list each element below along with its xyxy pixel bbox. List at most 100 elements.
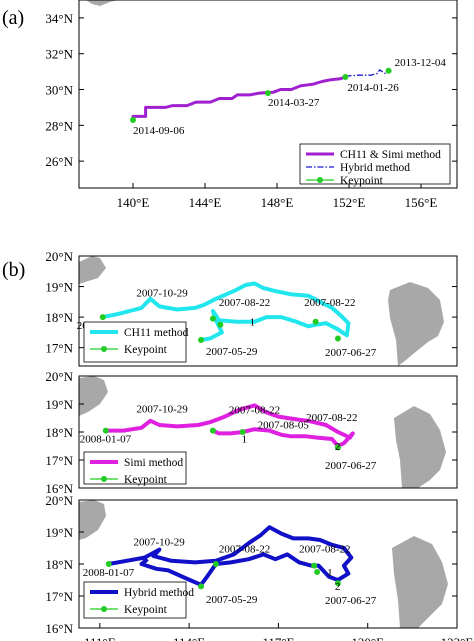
- keypoint-marker: [385, 67, 392, 74]
- annotation: 1: [250, 317, 256, 329]
- annotation: 2007-08-22: [304, 297, 355, 309]
- annotation: 2007-08-22: [219, 544, 270, 556]
- series-line-hybrid-method: [108, 525, 354, 587]
- annotation: 1: [327, 567, 333, 579]
- legend-label: Hybrid method: [340, 162, 410, 174]
- land-6: [392, 536, 448, 628]
- legend-keypoint-marker: [317, 177, 323, 183]
- legend-label: Keypoint: [124, 474, 168, 486]
- xtick-label: 148°E: [261, 195, 294, 210]
- keypoint-marker: [99, 314, 106, 321]
- ytick-label: 17°N: [45, 589, 73, 604]
- legend-keypoint-marker: [101, 476, 107, 482]
- ytick-label: 20°N: [45, 369, 73, 384]
- xtick-label: 156°E: [405, 195, 438, 210]
- ytick-label: 30°N: [45, 83, 73, 98]
- ytick-label: 17°N: [45, 341, 73, 356]
- annotation: 2014-01-26: [347, 82, 399, 94]
- keypoint-marker: [105, 561, 112, 567]
- legend-label: Keypoint: [124, 344, 168, 356]
- annotation: 2007-05-29: [206, 346, 258, 358]
- xtick-label: 114°E: [173, 635, 205, 641]
- legend-box: [299, 143, 451, 185]
- legend-label: CH11 & Simi method: [340, 149, 441, 161]
- xtick-label: 140°E: [117, 195, 150, 210]
- annotation: 2007-08-22: [219, 297, 270, 309]
- annotation: 2007-08-22: [306, 412, 357, 424]
- keypoint-marker: [311, 562, 318, 569]
- keypoint-marker: [312, 318, 319, 325]
- ytick-label: 20°N: [45, 493, 73, 508]
- keypoint-marker: [334, 580, 341, 587]
- ytick-label: 16°N: [45, 481, 73, 496]
- legend: Simi method Keypoint: [83, 451, 187, 486]
- ytick-label: 19°N: [45, 397, 73, 412]
- panel-(b)-2: 16°N 17°N 18°N 19°N 20°N 2007-10-29 2008-01-07…: [45, 369, 458, 496]
- annotation: 2: [335, 581, 341, 593]
- legend-keypoint-marker: [101, 346, 107, 352]
- land-0: [79, 0, 118, 6]
- ytick-label: 18°N: [45, 310, 73, 325]
- axes-frame: [78, 375, 458, 489]
- keypoint-marker: [217, 321, 224, 328]
- keypoint-marker: [342, 73, 349, 80]
- land-masses: [79, 0, 448, 628]
- ytick-label: 34°N: [45, 11, 73, 26]
- panel-(a): 26°N 28°N 30°N 32°N 34°N 140°E 144°E 148°E 152°E…: [45, 0, 458, 210]
- xtick-label: 144°E: [189, 195, 222, 210]
- ytick-label: 17°N: [45, 453, 73, 468]
- land-2: [388, 282, 444, 366]
- annotation: 2014-03-27: [268, 97, 320, 109]
- annotation: 2: [335, 441, 341, 453]
- series-line-simi-method: [105, 403, 355, 448]
- annotation: 2007-10-29: [136, 287, 188, 299]
- series-line-hybrid-method: [345, 69, 390, 77]
- keypoint-marker: [198, 583, 205, 590]
- annotation: 2007-10-29: [133, 537, 185, 549]
- land-3: [79, 376, 108, 416]
- keypoint-marker: [265, 90, 271, 97]
- keypoint-marker: [239, 429, 246, 435]
- ytick-label: 18°N: [45, 425, 73, 440]
- legend-box: [83, 581, 187, 619]
- annotation: 2007-08-22: [229, 405, 280, 417]
- annotation: 2013-12-04: [395, 57, 447, 69]
- ytick-label: 26°N: [45, 154, 73, 169]
- axes-frame: [78, 499, 458, 629]
- legend: CH11 method Keypoint: [83, 321, 189, 363]
- annotation: 2007-10-29: [136, 404, 188, 416]
- legend-label: Simi method: [124, 457, 183, 469]
- legend: Hybrid method Keypoint: [83, 581, 194, 619]
- ytick-label: 20°N: [45, 249, 73, 264]
- keypoint-marker: [314, 569, 321, 575]
- ytick-label: 16°N: [45, 621, 73, 636]
- panel-(b)-3: 16°N 17°N 18°N 19°N 20°N 111°E 114°E 117°E 120°E…: [45, 493, 473, 641]
- land-1: [79, 256, 106, 284]
- legend-label: CH11 method: [124, 327, 189, 339]
- panel-a-label: (a): [2, 7, 24, 29]
- ytick-label: 19°N: [45, 280, 73, 295]
- legend-keypoint-marker: [101, 606, 107, 612]
- annotation: 2007-08-22: [299, 544, 350, 556]
- keypoint-marker: [198, 337, 205, 344]
- series-line-ch11-method: [102, 281, 351, 342]
- xtick-label: 111°E: [84, 635, 116, 641]
- keypoint-marker: [212, 561, 219, 567]
- xtick-label: 120°E: [351, 635, 384, 641]
- keypoint-marker: [334, 335, 341, 342]
- axes-frame: [78, 255, 458, 367]
- xtick-label: 123°E: [441, 635, 474, 641]
- ytick-label: 19°N: [45, 525, 73, 540]
- land-5: [79, 500, 106, 540]
- annotation: 2007-05-29: [206, 594, 258, 606]
- legend-box: [83, 321, 187, 363]
- keypoint-marker: [334, 444, 341, 451]
- annotation: 2007-06-27: [325, 347, 377, 359]
- ytick-label: 18°N: [45, 557, 73, 572]
- xtick-label: 117°E: [262, 635, 294, 641]
- annotation: 1: [242, 433, 248, 445]
- legend-label: Hybrid method: [124, 587, 194, 599]
- panel-(b)-1: 17°N18°N19°N20°N2007-10-292008-01-072007…: [45, 249, 458, 367]
